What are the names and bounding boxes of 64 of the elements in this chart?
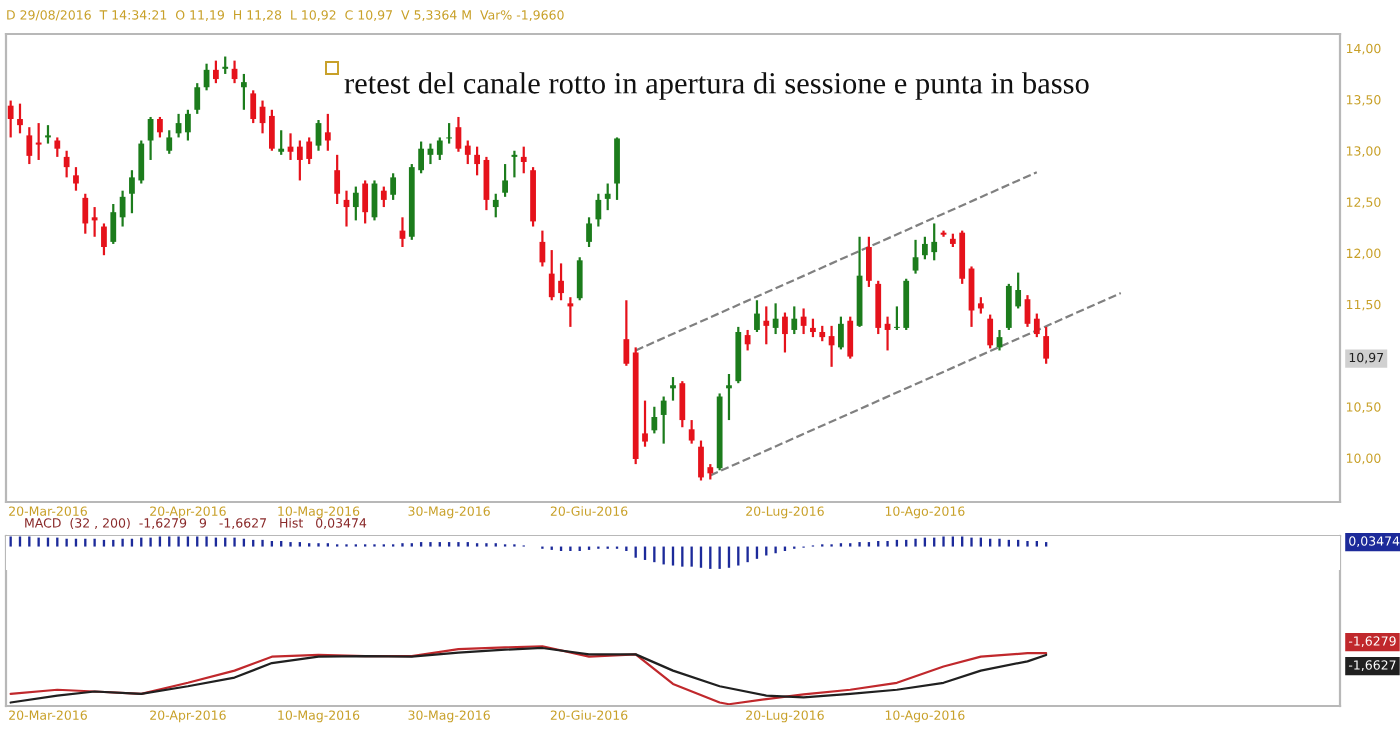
candlestick xyxy=(157,115,163,139)
candlestick xyxy=(623,299,630,367)
candlestick xyxy=(670,375,676,402)
candlestick xyxy=(166,129,173,155)
candlestick xyxy=(380,185,387,209)
candlestick xyxy=(754,299,760,334)
candlestick xyxy=(35,121,42,162)
candlestick xyxy=(810,317,816,339)
candlestick xyxy=(502,162,508,198)
candlestick xyxy=(595,192,602,228)
candlestick xyxy=(7,99,14,139)
candlestick xyxy=(987,313,994,350)
candlestick xyxy=(744,328,751,352)
candlestick xyxy=(390,172,397,202)
candlestick xyxy=(651,405,658,435)
candlestick xyxy=(362,179,369,225)
candlestick xyxy=(73,166,79,192)
candlestick xyxy=(614,136,620,202)
candlestick xyxy=(324,112,331,152)
candlestick xyxy=(101,222,107,257)
candlestick xyxy=(847,315,854,360)
candlestick xyxy=(791,305,798,336)
candlestick xyxy=(185,108,191,142)
candlestick xyxy=(110,202,117,246)
candlestick xyxy=(268,108,275,152)
candlestick xyxy=(782,311,788,354)
candlestick xyxy=(54,136,61,158)
candlestick xyxy=(334,153,341,206)
candlestick xyxy=(17,102,23,135)
candlestick xyxy=(586,216,592,249)
candlestick xyxy=(660,395,667,445)
candlestick xyxy=(240,72,247,111)
candlestick xyxy=(520,145,527,175)
candlestick xyxy=(763,305,770,346)
candlestick xyxy=(213,59,219,85)
annotation: retest del canale rotto in apertura di sessione e punta in basso xyxy=(344,72,1089,100)
candlestick xyxy=(91,205,98,238)
candlestick xyxy=(1033,312,1040,339)
candlestick xyxy=(492,192,499,219)
candlestick xyxy=(688,418,695,445)
candlestick xyxy=(726,372,732,422)
candlestick xyxy=(875,279,882,336)
candlestick xyxy=(436,136,443,162)
candlestick xyxy=(838,315,844,351)
candlestick xyxy=(866,235,872,289)
candlestick xyxy=(474,145,480,177)
candlestick xyxy=(63,149,70,179)
candlestick xyxy=(567,296,574,328)
candlestick xyxy=(1043,325,1050,365)
candlestick xyxy=(604,182,611,212)
candlestick xyxy=(119,189,126,228)
candlestick xyxy=(772,302,779,336)
candlestick xyxy=(912,238,919,275)
candlestick xyxy=(250,89,257,125)
candlestick xyxy=(446,121,452,145)
candlestick xyxy=(45,124,51,145)
candlestick xyxy=(464,139,471,166)
candlestick xyxy=(576,256,583,302)
candlestick xyxy=(82,192,89,235)
candlestick xyxy=(679,380,686,429)
candlestick xyxy=(26,126,33,166)
candlestick xyxy=(352,185,359,222)
candlestick xyxy=(278,129,285,156)
candlestick xyxy=(194,82,201,115)
